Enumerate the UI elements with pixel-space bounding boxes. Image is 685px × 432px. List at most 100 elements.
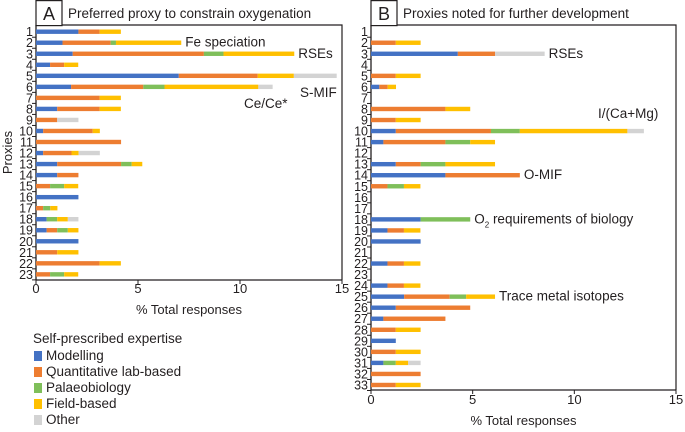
bar-segment-field-based xyxy=(395,40,421,45)
y-tick-label: 2 xyxy=(361,36,368,50)
y-tick-label: 29 xyxy=(354,334,368,348)
bar-segment-modelling xyxy=(371,338,396,344)
bar-segment-quantitative-lab-based xyxy=(36,272,51,277)
bar-segment-quantitative-lab-based xyxy=(395,161,421,167)
bar-segment-modelling xyxy=(371,283,388,288)
x-tick-label: 15 xyxy=(669,392,683,407)
bar-segment-quantitative-lab-based xyxy=(36,117,58,123)
x-tick-label: 10 xyxy=(233,281,247,296)
bar-segment-field-based xyxy=(67,228,79,233)
y-tick-label: 14 xyxy=(354,169,368,183)
panel-title: Proxies noted for further development xyxy=(403,6,629,21)
bar-segment-quantitative-lab-based xyxy=(379,84,388,90)
bar-segment-field-based xyxy=(395,360,409,366)
y-axis-label: Proxies xyxy=(0,130,15,174)
bar-segment-field-based xyxy=(71,150,79,156)
bar-segment-quantitative-lab-based xyxy=(383,316,446,321)
bar-segment-quantitative-lab-based xyxy=(50,62,65,67)
y-tick-label: 13 xyxy=(354,158,368,172)
legend-swatch xyxy=(34,367,42,377)
x-tick-label: 0 xyxy=(32,281,39,296)
bar-segment-field-based xyxy=(395,349,421,355)
bar-segment-palaeobiology xyxy=(57,228,68,233)
bar-segment-modelling xyxy=(36,73,179,79)
x-axis-label: % Total responses xyxy=(471,413,577,428)
bar-segment-field-based xyxy=(99,106,121,112)
bar-segment-field-based xyxy=(403,228,421,233)
legend: Self-prescribed expertise ModellingQuanti… xyxy=(33,331,182,427)
legend-label: Modelling xyxy=(46,348,104,363)
bar-segment-quantitative-lab-based xyxy=(178,73,258,79)
bar-segment-quantitative-lab-based xyxy=(43,128,93,134)
panel-title: Preferred proxy to constrain oxygenation xyxy=(68,6,311,21)
bar-segment-modelling xyxy=(371,217,421,222)
bar-segment-field-based xyxy=(257,73,294,79)
y-tick-label: 16 xyxy=(19,191,33,205)
y-tick-label: 21 xyxy=(354,246,368,260)
bar-segment-modelling xyxy=(36,217,47,222)
bar-segment-modelling xyxy=(371,360,384,366)
x-tick-label: 10 xyxy=(567,392,581,407)
y-tick-label: 19 xyxy=(19,224,33,238)
bar-segment-quantitative-lab-based xyxy=(371,349,396,355)
bar-segment-field-based xyxy=(403,184,421,189)
bar-segment-other xyxy=(627,128,644,134)
y-tick-label: 11 xyxy=(355,136,368,150)
y-tick-label: 8 xyxy=(361,102,368,116)
bar-segment-other xyxy=(293,73,337,79)
bar-segment-quantitative-lab-based xyxy=(395,128,491,134)
legend-item: Modelling xyxy=(34,348,104,363)
bar-segment-palaeobiology xyxy=(143,84,165,90)
y-tick-label: 3 xyxy=(361,47,368,61)
bar-segment-field-based xyxy=(164,84,259,90)
x-axis-label: % Total responses xyxy=(136,302,242,317)
panel-label: A xyxy=(43,4,55,24)
bar-segment-palaeobiology xyxy=(387,184,404,189)
bar-segment-quantitative-lab-based xyxy=(72,51,204,56)
y-tick-label: 24 xyxy=(354,279,368,293)
bar-segment-field-based xyxy=(92,128,100,134)
bar-segment-modelling xyxy=(371,316,384,321)
bar-segment-field-based xyxy=(403,283,421,288)
bar-segment-modelling xyxy=(371,305,396,310)
bar-segment-quantitative-lab-based xyxy=(457,51,496,56)
bar-segment-field-based xyxy=(445,161,496,167)
legend-title: Self-prescribed expertise xyxy=(33,331,182,346)
bar-segment-field-based xyxy=(64,62,79,67)
bar-segment-quantitative-lab-based xyxy=(78,29,100,34)
annotation-text-rest: requirements of biology xyxy=(489,211,633,226)
annotation: Trace metal isotopes xyxy=(499,289,624,304)
y-tick-label: 9 xyxy=(361,114,368,128)
bar-segment-quantitative-lab-based xyxy=(371,382,396,388)
bar-segment-modelling xyxy=(371,161,396,167)
bar-segment-other xyxy=(78,150,100,156)
y-tick-label: 6 xyxy=(361,80,368,94)
legend-swatch xyxy=(34,351,42,361)
bar-segment-quantitative-lab-based xyxy=(36,139,122,145)
x-tick-label: 0 xyxy=(367,392,374,407)
legend-label: Field-based xyxy=(46,396,117,411)
bar-segment-modelling xyxy=(371,173,446,178)
annotation-subscript: 2 xyxy=(485,220,490,229)
bar-segment-other xyxy=(408,360,421,366)
annotation: RSEs xyxy=(298,46,333,61)
panel-frame xyxy=(371,24,677,390)
bar-segment-other xyxy=(67,217,79,222)
annotation: O-MIF xyxy=(524,167,562,182)
y-tick-label: 33 xyxy=(354,378,368,392)
bar-segment-modelling xyxy=(36,228,47,233)
y-tick-label: 12 xyxy=(354,147,368,161)
y-tick-label: 1 xyxy=(361,25,368,39)
bar-segment-field-based xyxy=(470,139,496,145)
y-tick-label: 28 xyxy=(354,323,368,337)
x-tick-label: 5 xyxy=(134,281,141,296)
y-tick-label: 21 xyxy=(19,246,33,260)
y-tick-label: 15 xyxy=(19,180,33,194)
annotation-text: O xyxy=(474,211,485,226)
y-tick-label: 5 xyxy=(361,69,368,83)
legend-swatch xyxy=(34,415,42,425)
bar-segment-palaeobiology xyxy=(490,128,520,134)
bar-segment-palaeobiology xyxy=(449,294,467,299)
bar-segment-other xyxy=(495,51,545,56)
